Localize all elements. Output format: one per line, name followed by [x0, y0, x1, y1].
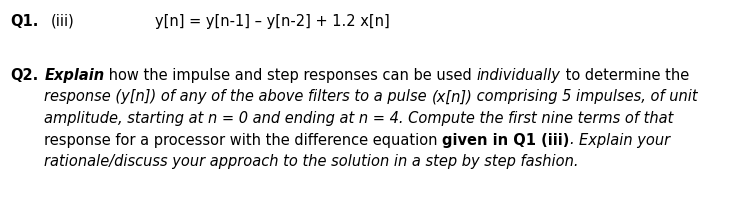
Text: Explain: Explain	[44, 68, 104, 83]
Text: y[n] = y[n-1] – y[n-2] + 1.2 x[n]: y[n] = y[n-1] – y[n-2] + 1.2 x[n]	[155, 14, 390, 29]
Text: amplitude, starting at n = 0 and ending at n = 4. Compute the first nine terms o: amplitude, starting at n = 0 and ending …	[44, 111, 674, 126]
Text: Explain your: Explain your	[579, 133, 670, 148]
Text: (x[n]): (x[n])	[432, 89, 472, 104]
Text: .: .	[570, 133, 579, 148]
Text: Q2.: Q2.	[10, 68, 38, 83]
Text: rationale/discuss your approach to the solution in a step by step fashion.: rationale/discuss your approach to the s…	[44, 154, 579, 169]
Text: response (y[n]) of any of the above filters to a pulse: response (y[n]) of any of the above filt…	[44, 89, 432, 104]
Text: comprising 5 impulses, of unit: comprising 5 impulses, of unit	[472, 89, 698, 104]
Text: to determine the: to determine the	[561, 68, 689, 83]
Text: (iii): (iii)	[50, 14, 74, 29]
Text: given in Q1 (iii): given in Q1 (iii)	[443, 133, 570, 148]
Text: how the impulse and step responses can be used: how the impulse and step responses can b…	[104, 68, 477, 83]
Text: individually: individually	[477, 68, 561, 83]
Text: Q1.: Q1.	[10, 14, 39, 29]
Text: response for a processor with the difference equation: response for a processor with the differ…	[44, 133, 443, 148]
